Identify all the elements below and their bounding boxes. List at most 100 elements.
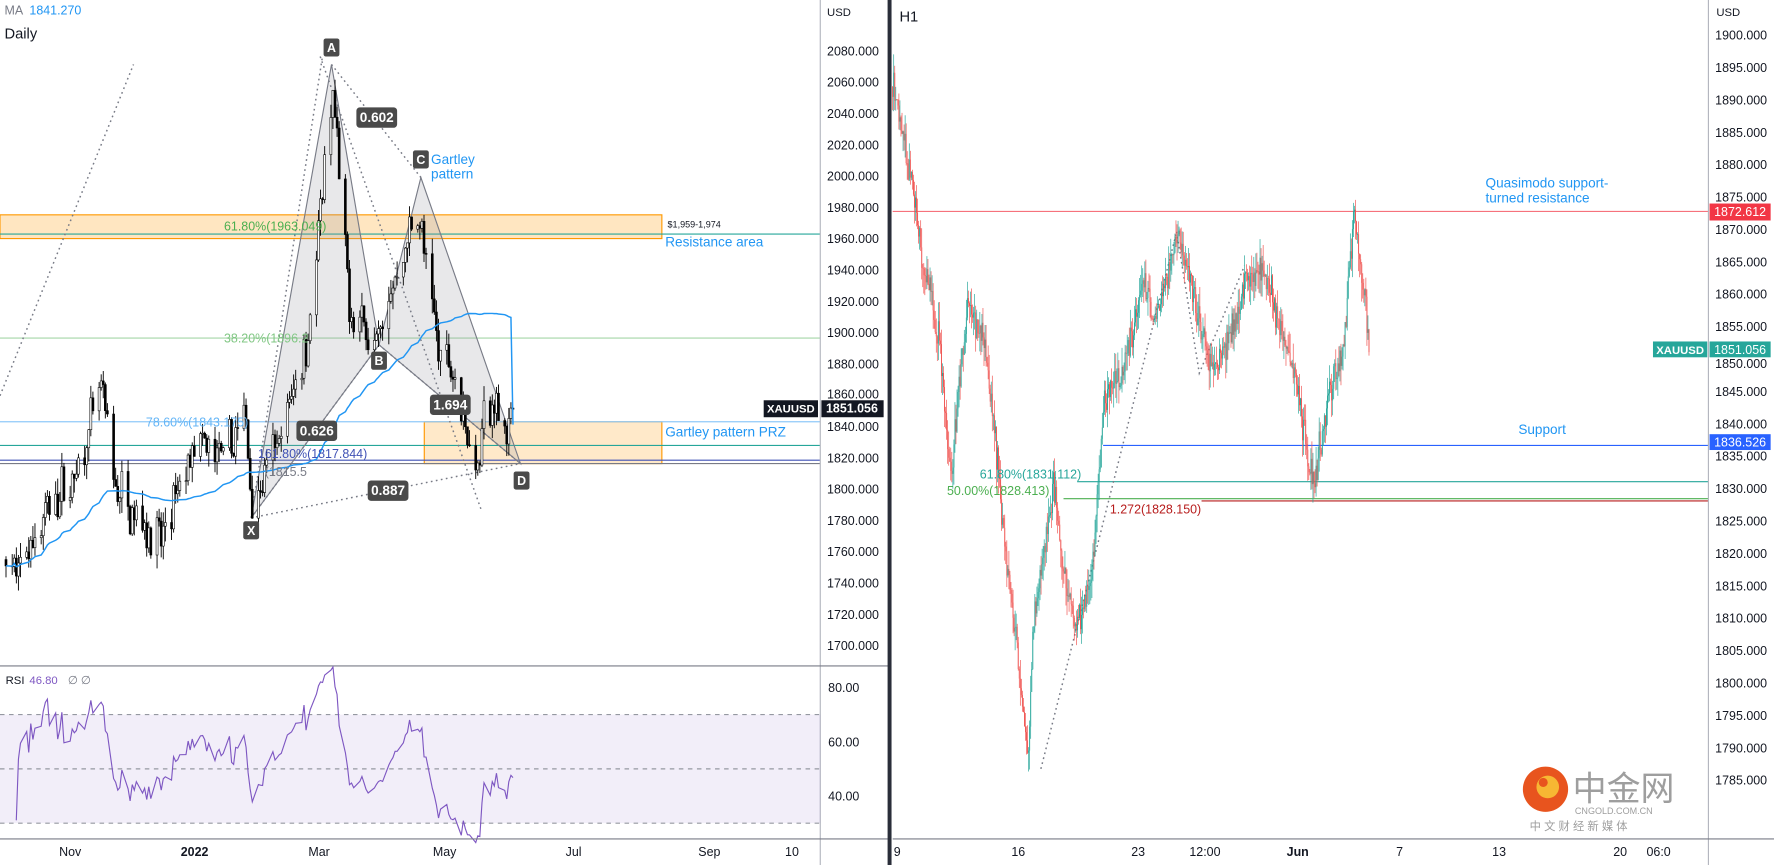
candle xyxy=(1082,607,1084,615)
candle xyxy=(263,464,266,493)
fib-618-label: 61.80%(1963.049) xyxy=(224,220,326,234)
candle xyxy=(286,402,289,437)
candle xyxy=(70,473,74,498)
rsi-tick-60: 60.00 xyxy=(828,735,859,749)
resistance-area-zone[interactable] xyxy=(0,214,663,240)
candle xyxy=(1267,278,1269,279)
candle xyxy=(922,267,924,269)
candle xyxy=(1105,403,1107,410)
price-tick: 1790.000 xyxy=(1715,741,1767,755)
time-tick: Nov xyxy=(59,845,82,859)
price-tick: 2020.000 xyxy=(827,138,879,152)
candle xyxy=(1130,327,1132,332)
price-tick: 2080.000 xyxy=(827,44,879,58)
candle xyxy=(250,488,254,519)
price-tick: 1890.000 xyxy=(1715,93,1767,107)
candle xyxy=(930,277,932,292)
candle xyxy=(892,86,894,97)
candle xyxy=(145,522,149,549)
candle xyxy=(97,387,101,412)
candle xyxy=(1265,274,1267,290)
rsi-pane[interactable] xyxy=(0,667,821,839)
right-price-axis[interactable] xyxy=(1708,0,1774,865)
candle xyxy=(99,380,103,388)
candle xyxy=(1163,285,1164,297)
candle xyxy=(1089,582,1091,587)
price-tick: 1780.000 xyxy=(827,514,879,528)
ratio-xad: 0.887 xyxy=(371,483,405,498)
layout-divider[interactable] xyxy=(887,0,892,865)
candle xyxy=(207,438,211,453)
candle xyxy=(1016,626,1018,643)
candle xyxy=(1333,366,1335,389)
ma-value: 1841.270 xyxy=(29,4,81,18)
candle xyxy=(306,340,310,367)
candle xyxy=(1334,363,1336,367)
support-price-badge xyxy=(1709,434,1771,451)
left-time-axis[interactable]: Nov 2022 Mar May Jul Sep 10 xyxy=(59,845,799,859)
candle xyxy=(1026,732,1027,741)
candle xyxy=(1053,472,1054,485)
candle xyxy=(959,376,961,387)
cngold-tagline: 中 文 财 经 新 媒 体 xyxy=(1530,819,1628,833)
candle xyxy=(482,400,486,429)
right-timeframe-label[interactable]: H1 xyxy=(899,9,918,25)
candle xyxy=(83,457,86,466)
left-main-pane[interactable] xyxy=(0,0,821,665)
candle xyxy=(1079,604,1080,618)
candle xyxy=(946,412,948,430)
candle xyxy=(1343,344,1345,347)
candle xyxy=(507,418,511,445)
candle xyxy=(1010,589,1012,594)
resistance-price-badge xyxy=(1709,203,1771,221)
candle xyxy=(1300,398,1301,406)
candle xyxy=(488,400,492,426)
moving-average-line[interactable] xyxy=(5,312,514,568)
candle xyxy=(391,287,395,295)
candle xyxy=(1206,346,1208,351)
ratio-abc: 0.602 xyxy=(360,110,394,125)
candle xyxy=(1059,524,1061,541)
rsi-tick-40: 40.00 xyxy=(828,790,859,804)
candle xyxy=(424,253,428,255)
candle xyxy=(1363,289,1365,296)
candle xyxy=(1123,371,1125,376)
candle xyxy=(962,348,964,355)
candle xyxy=(17,562,20,577)
candle xyxy=(87,429,91,449)
candle xyxy=(1024,712,1025,727)
candle xyxy=(1022,706,1024,713)
candle xyxy=(1120,383,1122,386)
candle xyxy=(921,247,923,268)
timeframe-label[interactable]: Daily xyxy=(5,26,38,42)
candle xyxy=(1088,586,1090,590)
candle xyxy=(348,268,351,322)
candle xyxy=(1087,585,1089,590)
candle xyxy=(901,130,903,134)
candle xyxy=(1086,585,1088,607)
right-time-axis[interactable]: 9 16 23 12:00 Jun 7 13 20 06:0 xyxy=(894,845,1671,859)
candle xyxy=(219,442,223,452)
candle xyxy=(1171,254,1173,256)
candle xyxy=(1103,390,1105,412)
candle xyxy=(89,397,93,430)
candle xyxy=(1147,287,1149,299)
candle xyxy=(1213,364,1215,370)
candle xyxy=(1093,551,1095,556)
rsi-label: RSI xyxy=(6,675,25,687)
candle xyxy=(1060,540,1062,551)
rsi-line[interactable] xyxy=(15,665,514,844)
support-price: 1836.526 xyxy=(1714,436,1766,450)
candle xyxy=(905,133,907,164)
right-last-price: 1851.056 xyxy=(1714,343,1766,357)
candle xyxy=(1071,604,1073,606)
cngold-logo-swirl xyxy=(1536,775,1560,799)
candle xyxy=(1109,384,1111,398)
right-main-pane[interactable] xyxy=(892,0,1709,839)
candle xyxy=(294,379,298,390)
candle xyxy=(1118,368,1120,387)
candle xyxy=(1176,239,1178,244)
left-price-axis[interactable] xyxy=(820,0,889,839)
prz-zone[interactable] xyxy=(423,421,663,465)
candle xyxy=(155,517,159,556)
